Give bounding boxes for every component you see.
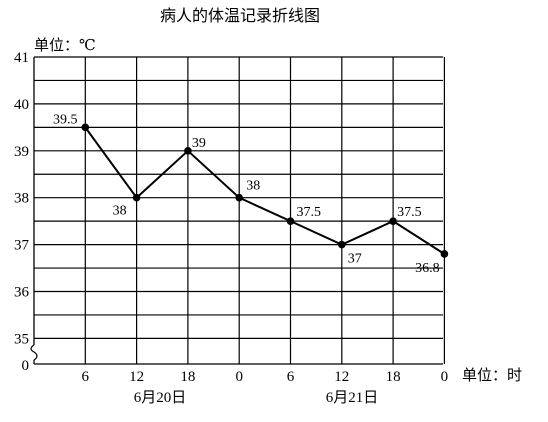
x-tick-label: 18 — [180, 369, 195, 385]
axes — [30, 57, 38, 364]
data-point — [389, 217, 397, 225]
y-axis-unit-label: 单位：℃ — [34, 37, 96, 54]
x-tick-label: 18 — [386, 369, 401, 385]
data-point — [235, 193, 243, 202]
data-label: 38 — [113, 204, 127, 219]
x-axis-unit-label: 单位：时 — [462, 367, 522, 384]
data-label: 37 — [348, 252, 362, 267]
x-tick-label: 0 — [441, 369, 449, 385]
date-labels: 6月20日 6月21日 — [134, 390, 379, 406]
data-point — [440, 250, 449, 258]
temperature-series — [81, 123, 449, 258]
y-tick-label: 36 — [14, 285, 30, 301]
chart-title: 病人的体温记录折线图 — [160, 7, 320, 25]
data-label: 38 — [246, 179, 260, 194]
x-tick-label: 12 — [129, 369, 144, 385]
date-label: 6月21日 — [326, 390, 379, 406]
data-label: 36.8 — [415, 261, 440, 276]
data-labels: 39.5 38 39 38 37.5 37 37.5 36.8 — [53, 112, 440, 276]
temperature-line — [84, 126, 445, 255]
x-tick-label: 6 — [82, 369, 90, 385]
x-tick-label: 12 — [334, 369, 349, 385]
grid — [34, 56, 445, 365]
date-label: 6月20日 — [134, 390, 187, 406]
data-point — [338, 240, 346, 249]
data-point — [132, 193, 141, 202]
data-label: 39.5 — [53, 112, 78, 127]
y-tick-label: 35 — [14, 331, 29, 347]
axis-break-mark — [30, 344, 38, 361]
data-point — [81, 123, 90, 132]
x-tick-label: 6 — [287, 369, 295, 385]
y-tick-label: 39 — [14, 144, 29, 160]
data-label: 37.5 — [297, 205, 322, 220]
data-point — [286, 217, 295, 225]
data-point — [184, 147, 192, 155]
x-tick-label: 0 — [235, 369, 243, 385]
y-tick-label: 38 — [14, 191, 29, 207]
y-tick-labels: 41 40 39 38 37 36 35 0 — [14, 50, 30, 374]
x-tick-labels: 6 12 18 0 6 12 18 0 — [82, 369, 449, 385]
data-label: 37.5 — [397, 205, 422, 220]
data-label: 39 — [192, 136, 206, 151]
y-tick-label: 0 — [22, 358, 30, 374]
y-tick-label: 37 — [14, 238, 30, 254]
y-tick-label: 41 — [14, 50, 29, 66]
y-tick-label: 40 — [14, 97, 29, 113]
